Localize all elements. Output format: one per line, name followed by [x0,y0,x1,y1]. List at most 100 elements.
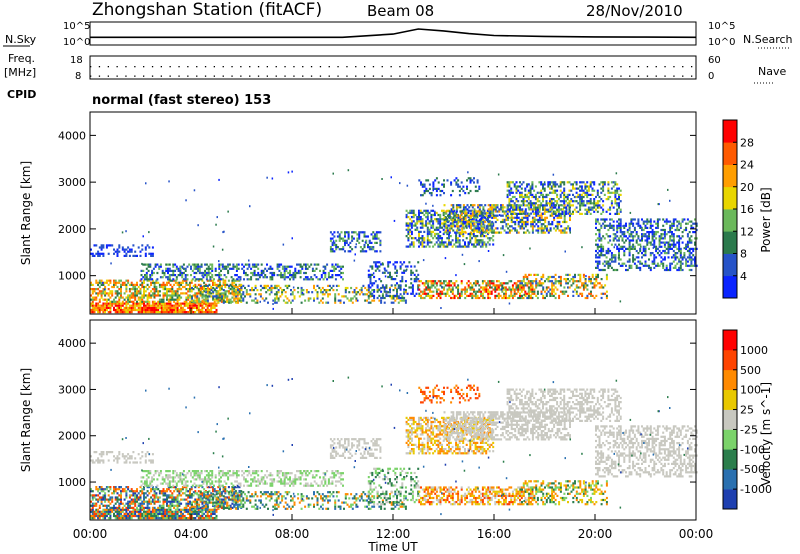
power-cell [587,189,590,192]
power-cell [595,202,597,205]
power-cell [690,247,693,250]
power-cell [392,278,395,281]
power-cell [533,195,536,199]
frequency-point [328,66,330,68]
power-cell [442,209,445,212]
power-cell [206,299,209,302]
power-cell [95,304,98,307]
power-cell [132,285,135,289]
power-cell [513,185,516,188]
power-cell [367,297,370,300]
power-cell [537,214,540,217]
power-cell [641,218,643,221]
power-cell [252,289,255,292]
nave-point [496,75,498,77]
power-cell [305,289,308,292]
power-cell [503,286,506,289]
power-cell [494,288,497,291]
power-cell [381,178,383,180]
power-cell [167,271,169,275]
power-cell [222,301,225,304]
power-cell [534,195,537,199]
power-cell [266,269,268,272]
power-cell [343,301,345,304]
power-cell [128,248,131,251]
power-cell [665,264,668,267]
power-cell [531,296,534,300]
power-cell [410,222,413,225]
power-cell [372,272,375,275]
power-cell [215,304,218,307]
power-cell [378,299,381,302]
power-cell [363,235,366,238]
power-cell [151,254,154,257]
power-cell [551,290,554,293]
power-cell [100,246,103,249]
power-cell [180,311,183,314]
power-cell [517,206,520,209]
power-cell [610,226,613,229]
power-cell [491,216,494,219]
power-cell [639,268,642,272]
power-cell [367,284,370,287]
power-cell [128,308,131,312]
power-cell [450,208,453,211]
power-cell [90,304,92,307]
power-cell [378,294,381,297]
power-cell [557,198,560,201]
power-cell [205,271,208,275]
power-cell [132,296,135,299]
power-cell [651,252,654,255]
power-cell [582,273,585,276]
power-cell [412,243,415,246]
power-cell [441,209,443,212]
power-cell [95,244,98,247]
power-cell [352,231,355,234]
power-cell [476,179,479,182]
power-cell [181,306,184,309]
power-cell [694,258,696,261]
power-cell [423,282,426,285]
nave-point [107,75,109,77]
power-cell [430,224,433,227]
power-cell [222,292,225,295]
power-cell [130,288,133,291]
power-cell [137,296,140,299]
power-cell [598,262,601,265]
power-cell [648,258,650,261]
power-cell [674,266,677,269]
power-cell [511,212,514,215]
power-cell [439,243,442,246]
power-cell [421,296,424,300]
power-cell [690,260,693,263]
power-cell [276,274,279,277]
power-cell [319,278,321,281]
power-cell [251,289,254,292]
power-cell [157,292,160,295]
power-cell [245,293,248,296]
power-cell [554,212,557,215]
power-cell [149,263,152,266]
power-cell [510,210,513,213]
power-cell [437,288,440,291]
power-cell [201,293,204,296]
power-cell [630,231,633,234]
power-cell [296,271,298,275]
power-cell [496,231,499,234]
power-cell [426,241,429,244]
power-cell [531,183,534,186]
power-cell [270,291,273,294]
power-cell [155,290,158,293]
power-cell [164,283,167,286]
power-cell [255,274,258,277]
power-cell [588,275,591,279]
power-cell [123,283,126,286]
power-cell [102,306,105,309]
power-cell [132,294,135,297]
power-cell [380,296,383,300]
power-cell [602,189,605,192]
power-cell [478,223,481,226]
power-cell [607,181,610,184]
power-cell [589,200,592,203]
power-cell [642,245,645,248]
